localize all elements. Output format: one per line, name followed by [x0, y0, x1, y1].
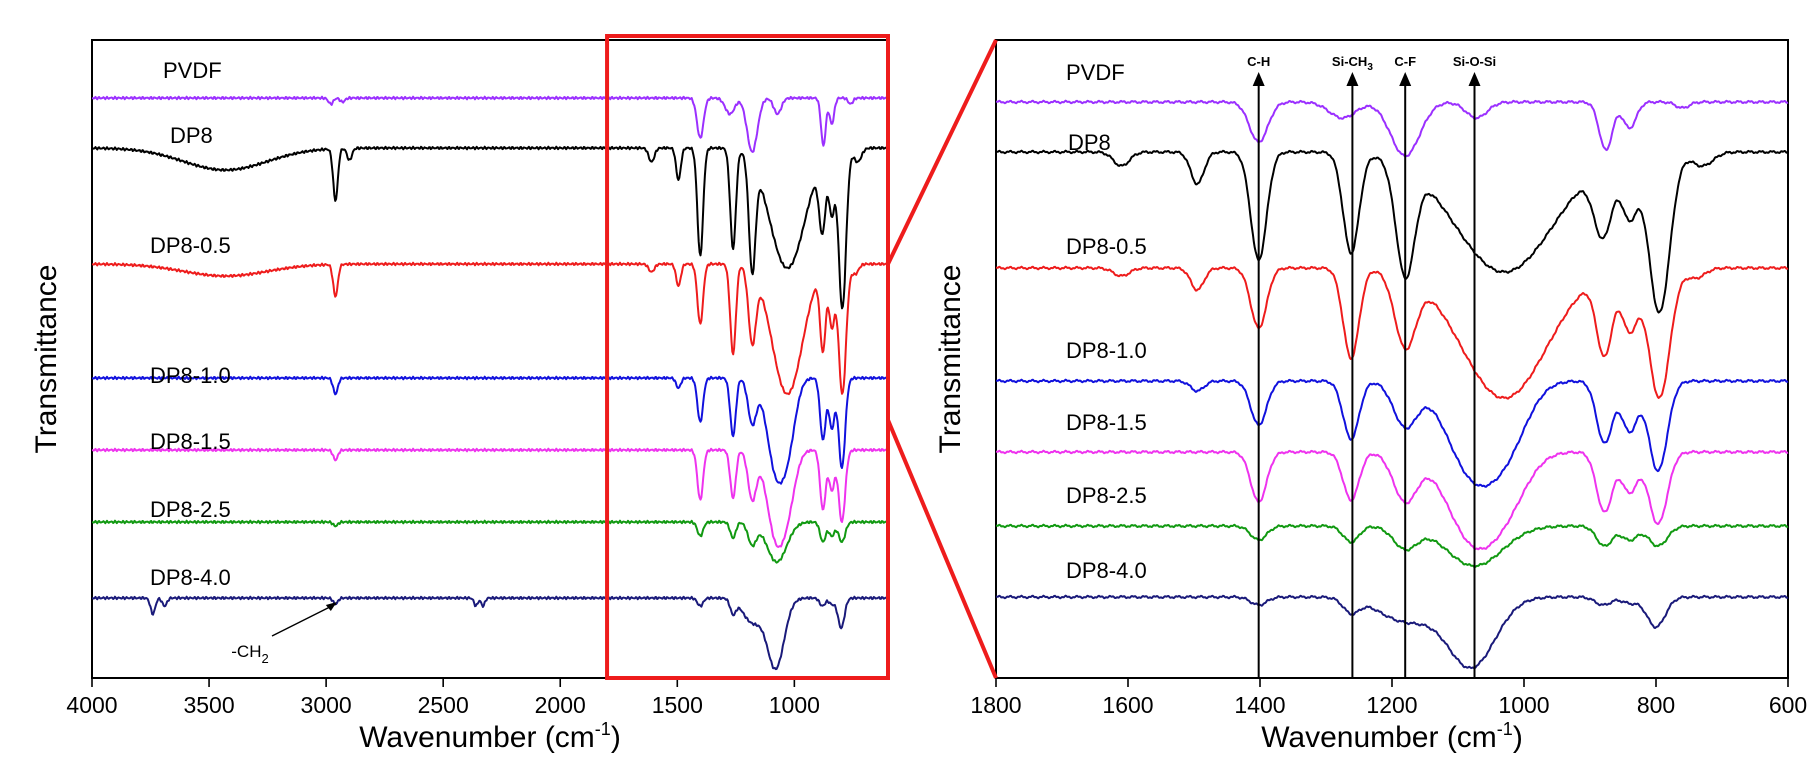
series-label-dp8: DP8: [170, 123, 213, 148]
peak-label-c-f: C-F: [1394, 54, 1416, 69]
x-axis-title: Wavenumber (cm-1): [1261, 719, 1523, 754]
x-tick-label-1200: 1200: [1366, 692, 1417, 718]
spectrum-dp8-1-5: [91, 447, 889, 548]
zoom-box: [605, 34, 890, 680]
series-label-dp8-1-0: DP8-1.0: [150, 363, 231, 388]
ch2-annotation: -CH2: [231, 642, 268, 666]
x-tick-label-1000: 1000: [769, 692, 820, 718]
series-label-pvdf: PVDF: [163, 58, 222, 83]
y-axis-title: Transmittance: [934, 265, 967, 454]
panel-zoom: 1800 1600 1400 1200 1000 800 600 Wavenumber (cm…: [934, 39, 1807, 754]
series-label-dp8-2-5: DP8-2.5: [1066, 483, 1147, 508]
peak-label-c-h: C-H: [1247, 54, 1270, 69]
series-label-dp8-0-5: DP8-0.5: [150, 233, 231, 258]
x-axis-title: Wavenumber (cm-1): [359, 719, 621, 754]
peak-arrowhead-si-ch3: [1346, 72, 1359, 86]
peak-arrowhead-c-f: [1399, 72, 1412, 86]
spectrum-dp8-1-0: [995, 378, 1789, 488]
peak-arrowhead-c-h: [1252, 72, 1265, 86]
peak-label-si-o-si: Si-O-Si: [1453, 54, 1496, 69]
series-label-dp8-2-5: DP8-2.5: [150, 497, 231, 522]
zoom-connector-bottom: [886, 419, 998, 679]
zoom-connector-top: [886, 39, 998, 265]
x-tick-label-2500: 2500: [418, 692, 469, 718]
x-tick-label-1800: 1800: [970, 692, 1021, 718]
series-label-dp8-4-0: DP8-4.0: [150, 565, 231, 590]
series-label-dp8-0-5: DP8-0.5: [1066, 234, 1147, 259]
spectrum-dp8-4-0: [91, 595, 889, 671]
spectrum-dp8-0-5: [995, 265, 1789, 400]
y-axis-title: Transmittance: [30, 265, 63, 454]
ch2-arrow-line: [271, 603, 337, 637]
spectrum-pvdf: [995, 99, 1789, 158]
series-label-dp8-1-5: DP8-1.5: [1066, 410, 1147, 435]
spectrum-dp8-0-5: [91, 261, 889, 396]
peak-arrowhead-si-o-si: [1468, 72, 1481, 86]
spectrum-dp8: [995, 149, 1789, 314]
spectrum-dp8-2-5: [995, 523, 1789, 569]
x-tick-label-4000: 4000: [66, 692, 117, 718]
series-label-pvdf: PVDF: [1066, 60, 1125, 85]
x-tick-label-800: 800: [1637, 692, 1675, 718]
spectrum-pvdf: [91, 95, 889, 153]
spectrum-dp8-1-0: [91, 375, 889, 485]
x-tick-label-1400: 1400: [1234, 692, 1285, 718]
series-label-dp8-1-0: DP8-1.0: [1066, 338, 1147, 363]
spectrum-dp8-1-5: [995, 449, 1789, 551]
panel-full: 4000 3500 3000 2500 2000 1500 1000 Wavenumber (…: [30, 39, 889, 754]
x-tick-label-600: 600: [1769, 692, 1807, 718]
x-tick-label-3000: 3000: [301, 692, 352, 718]
x-tick-label-3500: 3500: [183, 692, 234, 718]
x-tick-label-1600: 1600: [1102, 692, 1153, 718]
ch2-arrow-head: [325, 602, 337, 611]
x-tick-label-1500: 1500: [652, 692, 703, 718]
series-label-dp8-1-5: DP8-1.5: [150, 429, 231, 454]
spectrum-dp8: [91, 145, 889, 310]
peak-label-si-ch3: Si-CH3: [1332, 54, 1373, 73]
series-label-dp8: DP8: [1068, 130, 1111, 155]
spectrum-dp8-2-5: [91, 519, 889, 564]
spectrum-dp8-4-0: [995, 594, 1789, 670]
x-tick-label-1000: 1000: [1498, 692, 1549, 718]
x-tick-label-2000: 2000: [535, 692, 586, 718]
series-label-dp8-4-0: DP8-4.0: [1066, 558, 1147, 583]
